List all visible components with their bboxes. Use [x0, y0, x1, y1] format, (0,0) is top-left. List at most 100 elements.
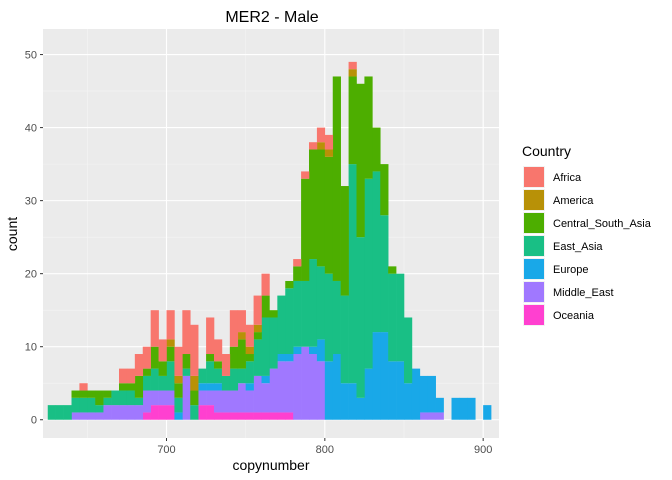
bar-central-south-asia: [206, 354, 215, 362]
bar-east-asia: [174, 397, 183, 413]
bar-middle-east: [435, 412, 444, 420]
bar-east-asia: [126, 390, 136, 406]
bar-middle-east: [229, 390, 239, 413]
bar-europe: [340, 383, 349, 420]
bar-central-south-asia: [103, 390, 112, 398]
bar-europe: [372, 332, 381, 420]
y-axis-title: count: [4, 217, 20, 251]
bar-africa: [190, 324, 199, 376]
bar-east-asia: [150, 368, 159, 391]
x-tick-label: 700: [157, 444, 175, 456]
bar-central-south-asia: [285, 280, 294, 289]
bar-middle-east: [166, 390, 175, 406]
bar-oceania: [221, 412, 231, 420]
bar-east-asia: [182, 368, 191, 376]
legend-swatch: [524, 305, 544, 325]
bar-east-asia: [119, 390, 128, 406]
bar-central-south-asia: [119, 383, 128, 391]
bar-europe: [459, 397, 468, 420]
bar-east-asia: [309, 259, 318, 347]
bar-central-south-asia: [356, 83, 365, 238]
bar-east-asia: [214, 368, 223, 384]
bar-central-south-asia: [372, 127, 381, 172]
bar-africa: [158, 339, 167, 362]
bar-middle-east: [237, 383, 246, 413]
bar-central-south-asia: [364, 76, 373, 179]
bar-middle-east: [134, 405, 144, 420]
legend-label: America: [553, 195, 594, 207]
legend-swatch: [524, 259, 544, 279]
x-axis: 700 800 900: [157, 438, 492, 456]
bar-africa: [237, 310, 246, 333]
bar-central-south-asia: [380, 164, 389, 216]
bar-middle-east: [150, 390, 159, 406]
bar-europe: [316, 339, 326, 362]
bar-middle-east: [419, 412, 429, 420]
bar-africa: [229, 310, 239, 347]
bar-europe: [348, 383, 357, 420]
bar-europe: [364, 368, 373, 420]
bar-oceania: [166, 405, 175, 420]
bar-europe: [309, 346, 318, 355]
bar-central-south-asia: [182, 354, 191, 369]
legend-items: Africa America Central_South_Asia East_Asia…: [523, 166, 652, 326]
bar-middle-east: [261, 383, 270, 413]
bar-europe: [380, 332, 389, 420]
x-tick-label: 800: [316, 444, 334, 456]
bar-europe: [435, 397, 444, 413]
bar-central-south-asia: [87, 390, 96, 398]
bar-oceania: [214, 412, 223, 420]
bar-central-south-asia: [79, 390, 88, 398]
bar-central-south-asia: [340, 186, 349, 296]
bar-africa: [324, 134, 334, 150]
bar-africa: [150, 310, 159, 347]
legend-swatch: [524, 236, 544, 256]
bar-east-asia: [190, 405, 199, 420]
bar-central-south-asia: [158, 361, 167, 376]
bar-middle-east: [309, 354, 318, 420]
bar-east-asia: [332, 280, 341, 355]
bar-central-south-asia: [301, 178, 310, 281]
bar-middle-east: [103, 405, 112, 420]
bar-america: [237, 332, 246, 340]
bar-america: [324, 149, 334, 157]
bar-east-asia: [71, 397, 80, 413]
bar-middle-east: [253, 375, 262, 413]
bar-east-asia: [229, 368, 239, 391]
bar-europe: [174, 412, 183, 420]
bar-africa: [293, 259, 302, 267]
y-tick-label: 50: [25, 50, 37, 62]
bar-europe: [419, 375, 429, 413]
bar-middle-east: [119, 405, 128, 420]
bar-east-asia: [79, 397, 88, 413]
y-tick-label: 0: [31, 415, 37, 427]
bar-europe: [293, 346, 302, 355]
bar-east-asia: [316, 266, 326, 340]
legend-swatch: [524, 167, 544, 187]
bar-europe: [411, 368, 421, 420]
legend-swatch: [524, 282, 544, 302]
bar-africa: [221, 354, 231, 376]
bar-east-asia: [324, 273, 334, 362]
bar-east-asia: [142, 375, 151, 391]
legend-title: Country: [522, 143, 571, 159]
bar-europe: [332, 354, 341, 420]
bar-africa: [316, 127, 326, 143]
bar-central-south-asia: [348, 76, 357, 165]
legend-label: East_Asia: [553, 241, 603, 253]
bar-middle-east: [182, 375, 191, 420]
bar-africa: [214, 339, 223, 362]
bar-central-south-asia: [174, 383, 183, 398]
y-tick-label: 40: [25, 123, 37, 135]
bar-east-asia: [285, 288, 294, 355]
bar-east-asia: [348, 164, 357, 384]
bar-africa: [119, 368, 128, 384]
legend-label: Middle_East: [553, 287, 614, 299]
bar-africa: [253, 295, 262, 325]
bar-central-south-asia: [261, 295, 270, 318]
bar-europe: [451, 397, 460, 420]
bar-middle-east: [285, 361, 294, 413]
legend-label: Africa: [553, 172, 582, 184]
bar-east-asia: [206, 361, 215, 384]
